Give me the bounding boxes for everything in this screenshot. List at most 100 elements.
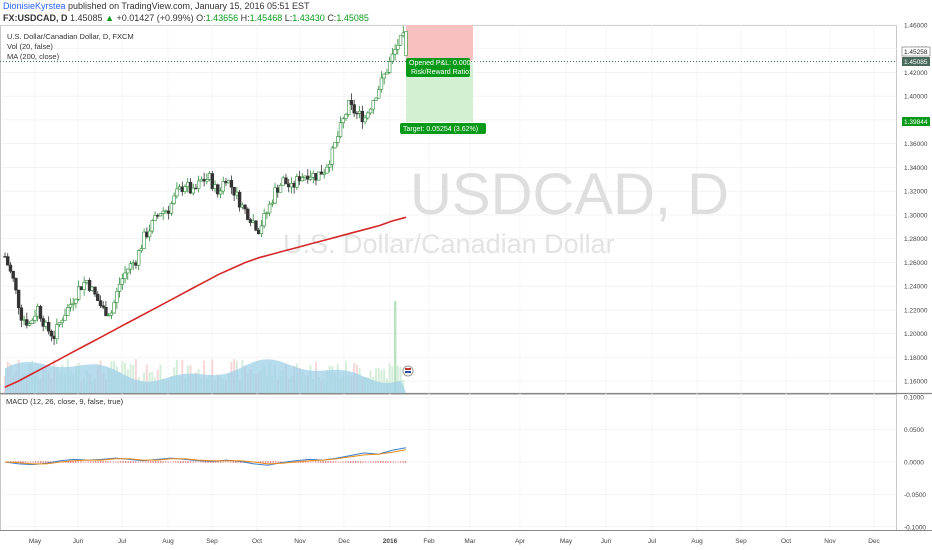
histogram-bar (17, 461, 19, 463)
histogram-bar (50, 461, 52, 463)
time-tick-label: Aug (691, 538, 703, 545)
histogram-bar (82, 461, 84, 463)
candle-body (172, 195, 176, 204)
candle-body (19, 307, 24, 321)
histogram-bar (335, 461, 337, 463)
time-axis[interactable]: May Jun Jul Aug Sep Oct Nov Dec 2016 Feb Mar Apr May… (29, 538, 881, 545)
candle-body (292, 182, 296, 188)
macd-axis[interactable]: 0.1000 0.0500 0.0000 -0.0500 -0.1000 (904, 395, 926, 532)
candle-body (216, 184, 220, 195)
histogram-bar (210, 461, 212, 463)
low-label: L: (285, 13, 293, 23)
candle-body (347, 100, 351, 115)
candle-body (196, 180, 201, 189)
published-text: published on TradingView.com, January 15… (66, 1, 310, 11)
candlestick-series (3, 25, 408, 345)
time-tick-label: Nov (294, 538, 306, 545)
histogram-bar (237, 461, 239, 463)
candle-body (136, 250, 141, 266)
candle-body (123, 272, 127, 279)
histogram-bar (27, 461, 29, 463)
candle-body (314, 173, 318, 181)
candle-body (139, 248, 144, 251)
volume-bar (377, 367, 380, 393)
histogram-bar (365, 461, 367, 463)
opened-pl-label-box[interactable] (406, 58, 470, 77)
histogram-bar (107, 461, 109, 463)
candle-body (85, 279, 89, 283)
histogram-bar (352, 461, 354, 463)
candle-body (188, 181, 193, 194)
candle-body (251, 220, 255, 223)
candle-body (74, 299, 78, 304)
time-tick-label: Jul (118, 538, 127, 545)
candle-body (191, 187, 195, 194)
macd-tick-label: 0.0000 (904, 460, 924, 467)
histogram-bar (312, 461, 314, 463)
histogram-bar (262, 461, 264, 463)
candle-body (237, 191, 242, 208)
candle-body (344, 114, 348, 119)
histogram-bar (272, 461, 274, 463)
low-value: 1.43430 (292, 13, 325, 23)
histogram-bar (185, 461, 187, 463)
histogram-bar (315, 461, 317, 463)
price-tick-label: 1.46000 (904, 23, 928, 30)
candle-body (183, 186, 187, 192)
histogram-bar (320, 461, 322, 463)
histogram-bar (87, 461, 89, 463)
histogram-bar (305, 461, 307, 463)
candle-body (404, 30, 408, 56)
histogram-bar (32, 461, 34, 463)
time-tick-label: Jun (601, 538, 612, 545)
histogram-bar (40, 461, 42, 463)
candle-body (357, 110, 362, 114)
candle-body (25, 319, 29, 326)
target-label-box[interactable] (400, 123, 486, 134)
stop-loss-zone[interactable] (406, 25, 473, 61)
watermark-symbol: USDCAD, D (410, 162, 729, 227)
stop-price-tag (901, 46, 931, 57)
candle-body (221, 181, 225, 192)
candle-body (117, 283, 122, 292)
candle-body (232, 186, 236, 196)
price-tick-label: 1.34000 (904, 165, 928, 172)
price-tick-label: 1.32000 (904, 189, 928, 196)
histogram-bar (142, 461, 144, 463)
histogram-bar (247, 461, 249, 463)
legend-ma[interactable]: MA (200, close) (7, 52, 60, 61)
histogram-bar (45, 461, 47, 463)
candle-body (131, 262, 135, 265)
histogram-bar (182, 461, 184, 463)
histogram-bar (105, 461, 107, 463)
candle-body (46, 322, 51, 332)
macd-grid (2, 396, 897, 528)
candle-body (186, 181, 190, 188)
header-line-1: DionisieKyrstea published on TradingView… (3, 1, 310, 11)
macd-tick-label: 0.0500 (904, 427, 924, 434)
candle-body (368, 108, 373, 114)
target-label: Target: 0.05254 (3.62%) (403, 126, 478, 133)
histogram-bar (147, 461, 149, 463)
candle-body (194, 187, 198, 190)
histogram-bar (405, 461, 407, 463)
legend-macd[interactable]: MACD (12, 26, close, 9, false, true) (6, 397, 124, 406)
author-link[interactable]: DionisieKyrstea (3, 1, 66, 11)
candle-body (401, 32, 405, 36)
time-tick-label: Jun (73, 538, 84, 545)
histogram-bar (22, 461, 24, 463)
volume-bar (391, 366, 394, 393)
candle-body (306, 175, 310, 180)
candle-body (341, 118, 345, 124)
histogram-bar (302, 461, 304, 463)
time-tick-label: Feb (423, 538, 435, 545)
candle-body (106, 314, 111, 317)
candle-body (213, 184, 217, 189)
candle-body (199, 178, 204, 182)
legend-vol[interactable]: Vol (20, false) (7, 42, 53, 51)
candle-body (303, 175, 307, 178)
histogram-bar (80, 461, 82, 463)
candle-body (158, 213, 163, 217)
risk-reward-label: Risk/Reward Ratio: 1 (411, 69, 477, 76)
candle-body (327, 164, 332, 168)
